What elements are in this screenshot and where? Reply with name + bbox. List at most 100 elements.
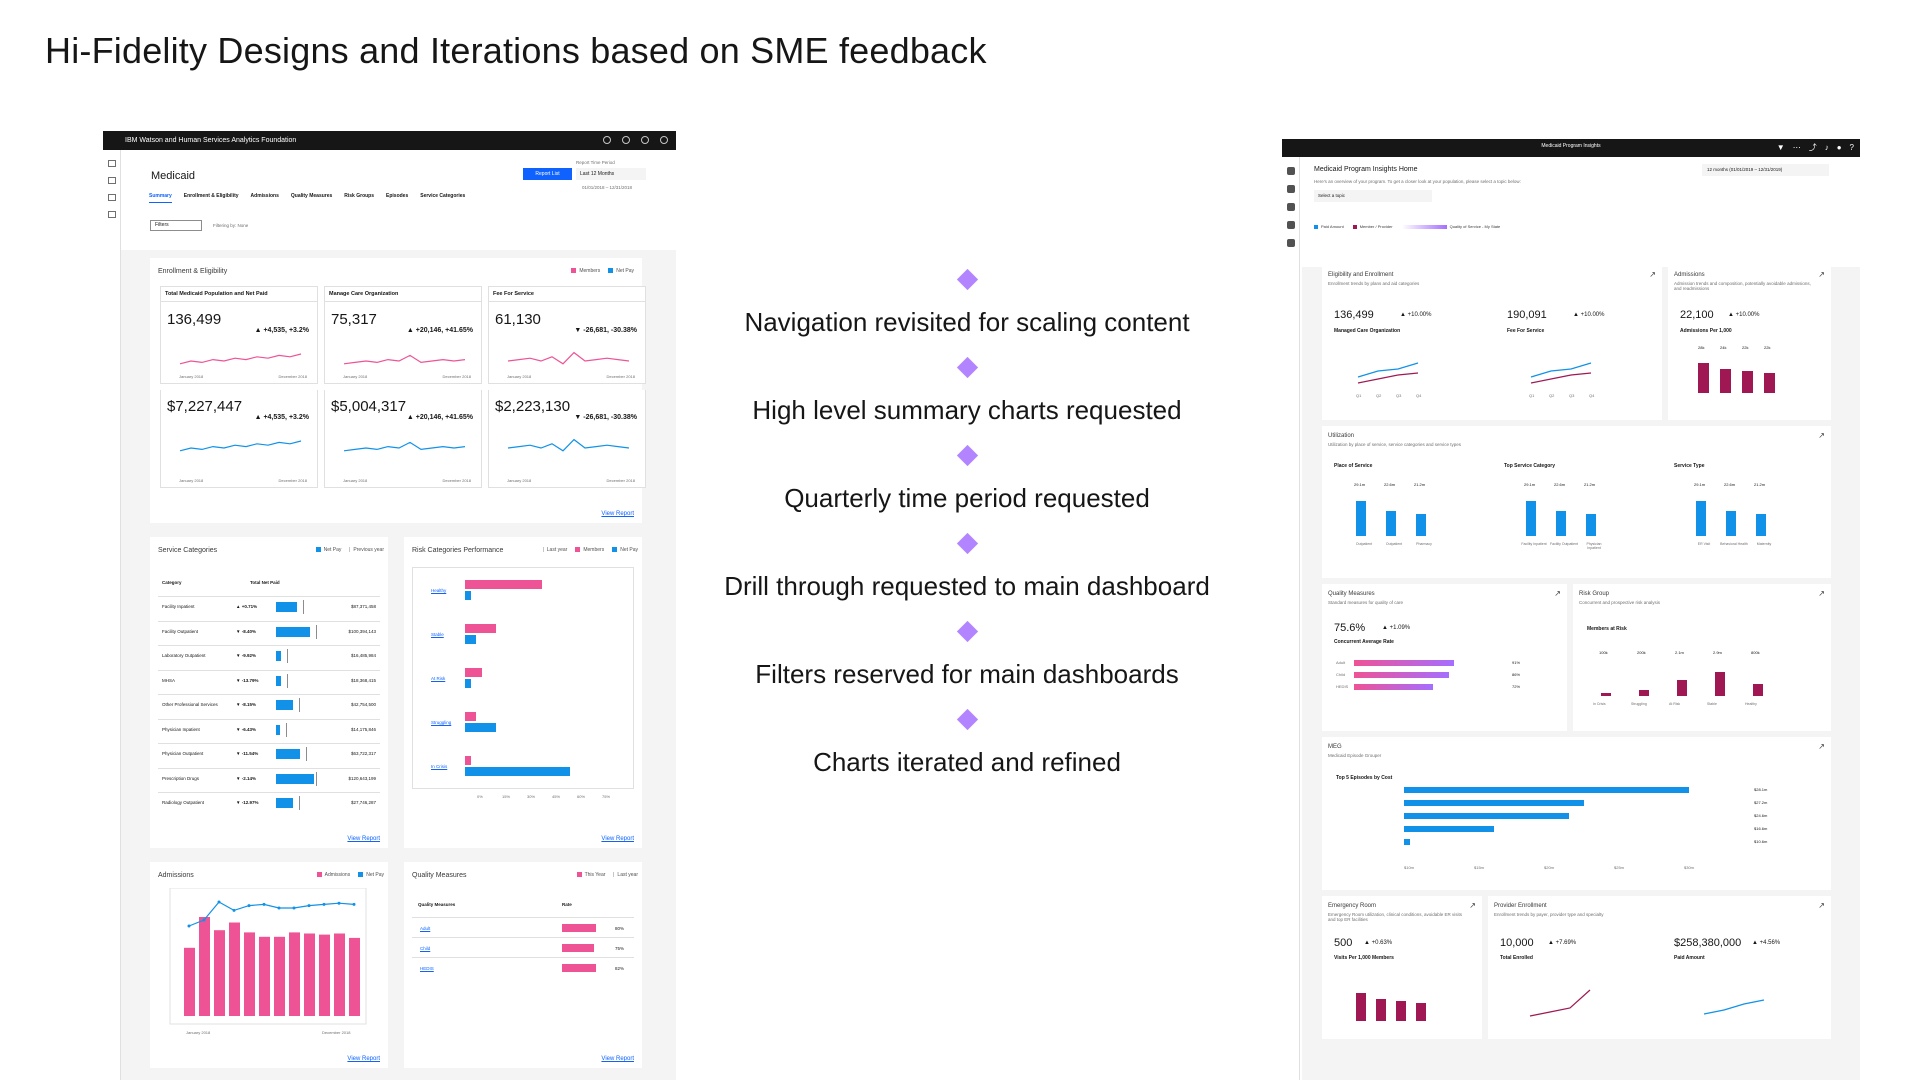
table-row[interactable]: Facility Outpatient ▼ -8.40% $100,394,143 bbox=[158, 620, 380, 641]
risk-netpay-bar bbox=[465, 767, 570, 776]
filtering-text: Filtering by: None bbox=[213, 223, 249, 228]
table-row[interactable]: Facility Inpatient ▲ +0.71% $87,371,458 bbox=[158, 596, 380, 616]
provider-chart bbox=[1703, 999, 1765, 1015]
drill-arrow-icon[interactable]: ↗ bbox=[1469, 901, 1476, 910]
quarter-tick: Q2 bbox=[1376, 393, 1382, 398]
drill-arrow-icon[interactable]: ↗ bbox=[1818, 901, 1825, 910]
admissions-view-report-link[interactable]: View Report bbox=[347, 1056, 380, 1062]
eligibility-card-title: Eligibility and Enrollment bbox=[1328, 272, 1394, 278]
period-select[interactable]: Last 12 Months bbox=[576, 168, 646, 180]
eligibility-delta: ▲ +10.00% bbox=[1400, 312, 1432, 318]
risk-card-subtitle: Concurrent and prospective risk analysis bbox=[1579, 600, 1661, 605]
table-row[interactable]: Physician Outpatient ▼ -11.54% $63,722,317 bbox=[158, 743, 380, 763]
utilization-category: Maternity bbox=[1756, 542, 1772, 546]
more-icon[interactable]: ⋯ bbox=[1792, 143, 1801, 152]
quality-measure-link[interactable]: Adult bbox=[420, 926, 431, 931]
risk-category-link[interactable]: In Crisis bbox=[431, 764, 448, 769]
drill-arrow-icon[interactable]: ↗ bbox=[1649, 270, 1656, 279]
row-category: Prescription Drugs bbox=[162, 775, 200, 781]
drill-arrow-icon[interactable]: ↗ bbox=[1818, 742, 1825, 751]
table-row[interactable]: Other Professional Services ▼ -8.15% $42,7… bbox=[158, 694, 380, 714]
meg-tick: $25m bbox=[1614, 865, 1625, 870]
meg-bar-label: $24.6m bbox=[1754, 813, 1768, 818]
filters-button[interactable]: Filters bbox=[150, 220, 202, 231]
quality-measure-link[interactable]: HEDIS bbox=[420, 966, 434, 971]
risk-category-link[interactable]: Struggling bbox=[431, 720, 452, 725]
risk-title: Risk Categories Performance bbox=[412, 547, 504, 554]
tab-item[interactable]: Admissions bbox=[250, 193, 279, 199]
quality-measure-link[interactable]: Child bbox=[420, 946, 431, 951]
tab-item[interactable]: Quality Measures bbox=[290, 193, 333, 199]
check-icon[interactable] bbox=[1287, 239, 1295, 247]
kpi-tile[interactable]: Manage Care Organization 75,317 ▲ +20,146,… bbox=[324, 286, 482, 384]
drill-arrow-icon[interactable]: ↗ bbox=[1554, 589, 1561, 598]
tab-item[interactable]: Enrollment & Eligibility bbox=[183, 193, 239, 199]
provider-card[interactable]: Provider Enrollment Enrollment trends by … bbox=[1488, 896, 1831, 1039]
drill-arrow-icon[interactable]: ↗ bbox=[1818, 431, 1825, 440]
filter-icon[interactable]: ▼ bbox=[1776, 143, 1785, 152]
help-icon[interactable] bbox=[603, 136, 611, 144]
meg-bar-label: $10.6m bbox=[1754, 839, 1768, 844]
table-row[interactable]: Adult 80% bbox=[412, 917, 634, 937]
risk-category-link[interactable]: Healthy bbox=[431, 588, 447, 593]
utilization-card[interactable]: Utilization Utilization by place of servi… bbox=[1322, 426, 1831, 578]
kpi-value: $5,004,317 bbox=[331, 398, 407, 415]
provider-card-subtitle: Enrollment trends by payer, provider typ… bbox=[1494, 912, 1604, 917]
risk-category-link[interactable]: At Risk bbox=[431, 676, 446, 681]
dashboard-icon[interactable] bbox=[108, 160, 116, 167]
search-icon[interactable] bbox=[1287, 185, 1295, 193]
tab-item[interactable]: Summary bbox=[149, 193, 172, 203]
risk-card[interactable]: Risk Group Concurrent and prospective ris… bbox=[1573, 584, 1831, 731]
apps-icon[interactable] bbox=[641, 136, 649, 144]
meg-card[interactable]: MEG Medicaid Episode Grouper ↗ Top 5 Episod… bbox=[1322, 737, 1831, 890]
quality-card[interactable]: Quality Measures Standard measures for qu… bbox=[1322, 584, 1567, 731]
admissions-label: Admissions Per 1,000 bbox=[1680, 328, 1732, 334]
meg-tick: $30m bbox=[1684, 865, 1695, 870]
tab-item[interactable]: Service Categories bbox=[420, 193, 466, 199]
report-icon[interactable] bbox=[108, 177, 116, 184]
folder-icon[interactable] bbox=[1287, 203, 1295, 211]
quality-view-report-link[interactable]: View Report bbox=[601, 1056, 634, 1062]
er-card[interactable]: Emergency Room Emergency Room utilization… bbox=[1322, 896, 1482, 1039]
tab-item[interactable]: Risk Groups bbox=[344, 193, 375, 199]
share-icon[interactable]: ⤴ bbox=[1808, 143, 1817, 152]
table-row[interactable]: MHSA ▼ -13.79% $18,368,415 bbox=[158, 669, 380, 690]
user-icon[interactable]: ● bbox=[1836, 143, 1842, 152]
table-row[interactable]: Radiology Outpatient ▼ -12.97% $27,746,287 bbox=[158, 792, 380, 812]
table-row[interactable]: HEDIS 82% bbox=[412, 957, 634, 977]
kpi-tile[interactable]: $5,004,317 ▲ +20,146, +41.65% January 2018… bbox=[324, 390, 482, 488]
bell-icon[interactable]: ♪ bbox=[1824, 143, 1829, 152]
kpi-tile[interactable]: $2,223,130 ▼ -26,681, -30.38% January 2018… bbox=[488, 390, 646, 488]
admissions-card[interactable]: Admissions Admission trends and compositi… bbox=[1668, 265, 1831, 420]
row-amount: $14,175,846 bbox=[350, 726, 376, 732]
right-legend: Paid Amount Member / Provider Quality of… bbox=[1314, 224, 1500, 229]
table-row[interactable]: Prescription Drugs ▼ -2.14% $120,643,199 bbox=[158, 767, 380, 788]
kpi-tile[interactable]: Total Medicaid Population and Net Paid 13… bbox=[160, 286, 318, 384]
table-row[interactable]: Laboratory Outpatient ▼ -9.92% $16,485,984 bbox=[158, 645, 380, 665]
kpi-tile[interactable]: $7,227,447 ▲ +4,535, +3.2% January 2018 Dec… bbox=[160, 390, 318, 488]
tab-item[interactable]: Episodes bbox=[386, 193, 409, 199]
service-view-report-link[interactable]: View Report bbox=[347, 836, 380, 842]
risk-view-report-link[interactable]: View Report bbox=[601, 836, 634, 842]
table-row[interactable]: Physician Inpatient ▼ -6.43% $14,175,846 bbox=[158, 718, 380, 739]
home-icon[interactable] bbox=[1287, 167, 1295, 175]
user-icon[interactable] bbox=[660, 136, 668, 144]
drill-arrow-icon[interactable]: ↗ bbox=[1818, 589, 1825, 598]
table-row[interactable]: Child 75% bbox=[412, 937, 634, 957]
folder2-icon[interactable] bbox=[1287, 221, 1295, 229]
quality-card-subtitle: Standard measures for quality of care bbox=[1328, 600, 1404, 605]
eligibility-value: 136,499 bbox=[1334, 309, 1374, 321]
enrollment-view-report-link[interactable]: View Report bbox=[601, 511, 634, 517]
drill-arrow-icon[interactable]: ↗ bbox=[1818, 270, 1825, 279]
folder-icon[interactable] bbox=[108, 194, 116, 201]
eligibility-card[interactable]: Eligibility and Enrollment Enrollment tre… bbox=[1322, 265, 1662, 420]
topic-select[interactable]: Select a topic bbox=[1314, 190, 1432, 202]
people-icon[interactable] bbox=[108, 211, 116, 218]
period-select[interactable]: 12 months (01/01/2019 – 12/31/2019) bbox=[1702, 164, 1829, 176]
utilization-category: Physician Inpatient bbox=[1586, 542, 1602, 550]
notification-icon[interactable] bbox=[622, 136, 630, 144]
kpi-tile[interactable]: Fee For Service 61,130 ▼ -26,681, -30.38% J… bbox=[488, 286, 646, 384]
help-icon[interactable]: ? bbox=[1849, 143, 1854, 152]
report-list-button[interactable]: Report List bbox=[523, 168, 572, 180]
risk-category-link[interactable]: Stable bbox=[431, 632, 444, 637]
